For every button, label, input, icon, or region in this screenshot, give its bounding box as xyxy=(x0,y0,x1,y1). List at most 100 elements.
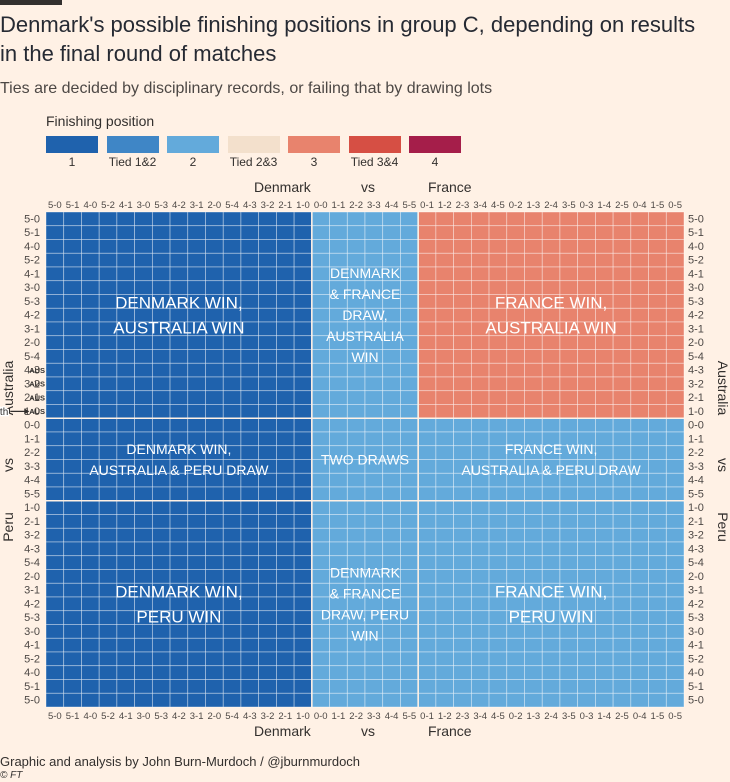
heatmap-cell xyxy=(400,637,419,653)
heatmap-cell xyxy=(488,665,508,680)
heatmap-cell xyxy=(116,527,135,543)
x-tick-label-bottom: 0-1 xyxy=(420,711,434,722)
heatmap-cell xyxy=(417,349,437,364)
heatmap-cell xyxy=(45,307,65,323)
x-tick-label-top: 1-1 xyxy=(332,200,346,211)
heatmap-cell xyxy=(435,417,454,433)
heatmap-cell xyxy=(116,225,135,240)
heatmap-cell xyxy=(258,514,277,529)
heatmap-cell xyxy=(45,651,65,667)
heatmap-cell xyxy=(116,390,135,405)
heatmap-cell xyxy=(453,582,472,598)
heatmap-cell xyxy=(648,307,667,323)
x-tick-label-bottom: 1-4 xyxy=(597,711,611,722)
legend-label: Tied 1&2 xyxy=(108,155,157,169)
heatmap-cell xyxy=(258,527,277,543)
heatmap-cell xyxy=(488,651,508,667)
heatmap-cell xyxy=(276,500,295,515)
heatmap-cell xyxy=(435,624,454,639)
heatmap-cell xyxy=(329,349,348,364)
heatmap-cell xyxy=(81,404,100,419)
x-tick-label-top: 3-1 xyxy=(190,200,204,211)
heatmap-cell xyxy=(329,651,348,667)
heatmap-cell xyxy=(382,472,401,488)
heatmap-cell xyxy=(276,472,295,488)
heatmap-cell xyxy=(364,486,384,502)
heatmap-cell xyxy=(81,321,100,337)
heatmap-cell xyxy=(205,266,224,282)
heatmap-cell xyxy=(63,582,82,598)
heatmap-cell xyxy=(293,225,313,240)
heatmap-cell xyxy=(276,445,295,460)
heatmap-cell xyxy=(559,679,579,694)
heatmap-cell xyxy=(541,637,561,653)
heatmap-cell xyxy=(116,239,135,254)
heatmap-cell xyxy=(276,349,295,364)
heatmap-cell xyxy=(205,692,224,708)
heatmap-cell xyxy=(187,390,206,405)
heatmap-cell xyxy=(134,280,153,295)
heatmap-cell xyxy=(630,651,649,667)
heatmap-cell xyxy=(45,225,65,240)
heatmap-cell xyxy=(559,225,579,240)
heatmap-cell xyxy=(453,294,472,309)
heatmap-cell xyxy=(222,266,242,282)
heatmap-cell xyxy=(435,335,454,350)
heatmap-cell xyxy=(648,679,667,694)
heatmap-cell xyxy=(151,335,171,350)
heatmap-cell xyxy=(559,335,579,350)
heatmap-cell xyxy=(630,390,649,405)
x-tick-label-top: 0-1 xyxy=(420,200,434,211)
heatmap-cell xyxy=(276,569,295,584)
heatmap-cell xyxy=(577,637,596,653)
heatmap-cell xyxy=(648,404,667,419)
heatmap-cell xyxy=(648,651,667,667)
heatmap-cell xyxy=(311,225,330,240)
heatmap-cell xyxy=(81,596,100,612)
heatmap-cell xyxy=(116,404,135,419)
heatmap-cell xyxy=(45,624,65,639)
x-axis-team1-top: Denmark xyxy=(254,179,311,195)
heatmap-cell xyxy=(559,651,579,667)
heatmap-cell xyxy=(63,431,82,447)
heatmap-cell xyxy=(276,390,295,405)
heatmap-cell xyxy=(116,665,135,680)
heatmap-cell xyxy=(612,541,632,557)
heatmap-cell xyxy=(293,252,313,268)
heatmap-cell xyxy=(134,541,153,557)
heatmap-cell xyxy=(630,252,649,268)
heatmap-cell xyxy=(595,211,614,227)
heatmap-cell xyxy=(169,362,189,378)
heatmap-cell xyxy=(417,362,437,378)
x-tick-label-bottom: 0-5 xyxy=(668,711,682,722)
heatmap-cell xyxy=(134,569,153,584)
heatmap-cell xyxy=(665,362,685,378)
heatmap-cell xyxy=(45,500,65,515)
x-axis-team2-bottom: France xyxy=(428,723,472,739)
heatmap-cell xyxy=(63,624,82,639)
heatmap-cell xyxy=(187,555,206,570)
heatmap-cell xyxy=(151,624,171,639)
heatmap-cell xyxy=(293,527,313,543)
heatmap-cell xyxy=(346,390,366,405)
heatmap-cell xyxy=(293,651,313,667)
heatmap-cell xyxy=(134,417,153,433)
y-tick-label-left: 4-1 xyxy=(24,640,40,652)
heatmap-cell xyxy=(276,417,295,433)
heatmap-cell xyxy=(63,679,82,694)
heatmap-cell xyxy=(435,679,454,694)
heatmap-cell xyxy=(240,596,260,612)
heatmap-cell xyxy=(435,321,454,337)
heatmap-cell xyxy=(222,665,242,680)
y-tick-label-left: 4-0 xyxy=(24,667,40,679)
heatmap-cell xyxy=(258,239,277,254)
heatmap-cell xyxy=(648,239,667,254)
heatmap-cell xyxy=(506,376,525,392)
heatmap-cell xyxy=(665,665,685,680)
heatmap-cell xyxy=(648,321,667,337)
x-tick-label-bottom: 3-0 xyxy=(137,711,151,722)
region-label-line: AUSTRALIA & PERU DRAW xyxy=(461,462,641,478)
heatmap-cell xyxy=(665,266,685,282)
heatmap-cell xyxy=(612,500,632,515)
heatmap-cell xyxy=(541,225,561,240)
